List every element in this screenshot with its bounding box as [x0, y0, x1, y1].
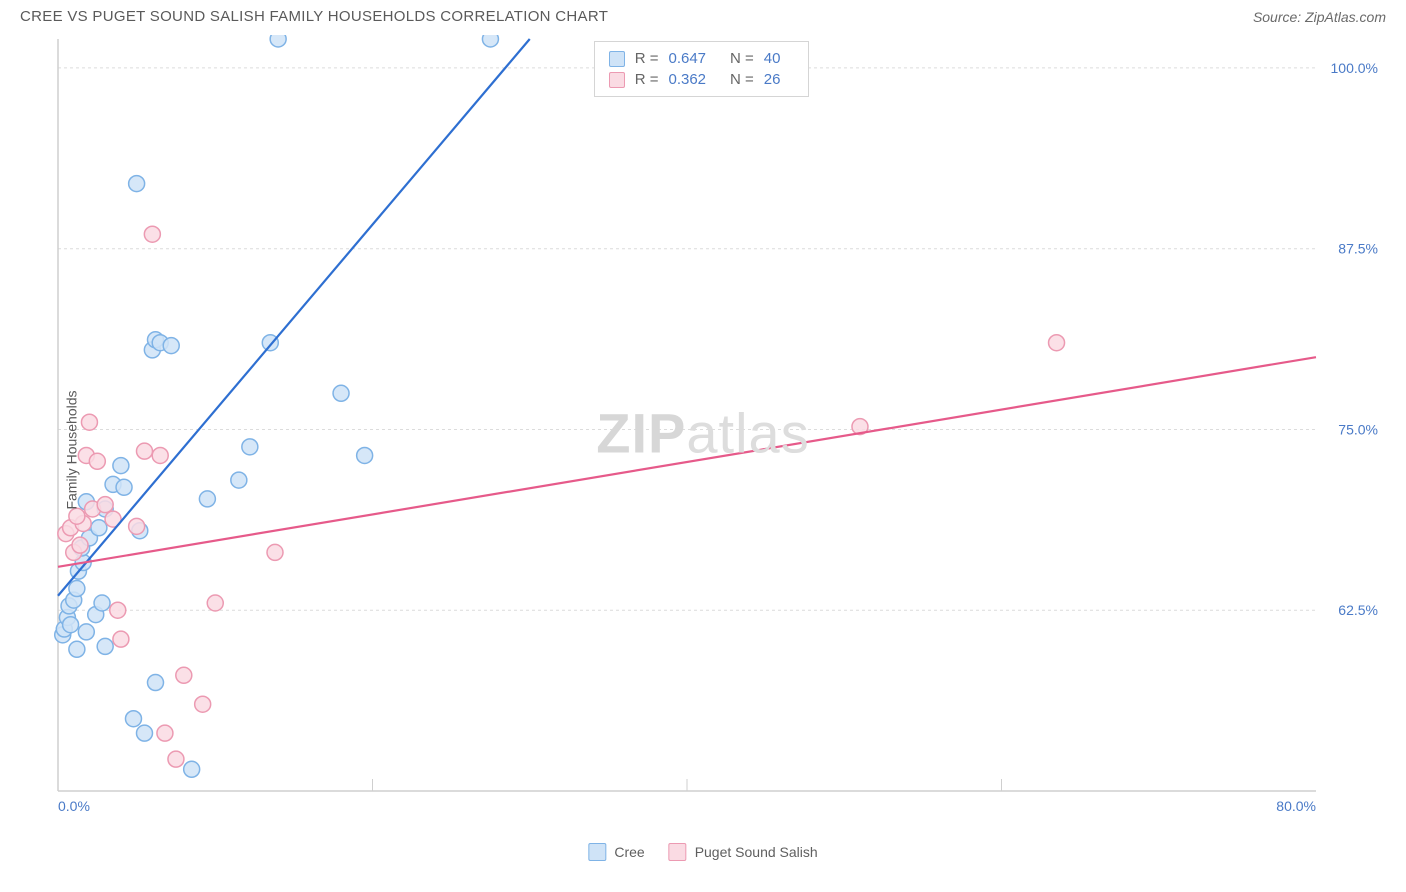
y-axis-label: Family Households	[64, 390, 80, 509]
svg-text:100.0%: 100.0%	[1331, 60, 1378, 76]
stats-row-cree: R = 0.647 N = 40	[609, 48, 795, 69]
svg-text:0.0%: 0.0%	[58, 798, 90, 814]
svg-text:87.5%: 87.5%	[1338, 241, 1378, 257]
swatch-cree-icon	[609, 51, 625, 67]
stats-cree-N: 40	[764, 50, 781, 67]
chart-area: Family Households ZIPatlas 62.5%75.0%87.…	[20, 35, 1386, 865]
scatter-chart: 62.5% 75.0% 87.5% 100.0% 0.0% 80.0%	[20, 35, 1386, 835]
legend-label-cree: Cree	[614, 844, 644, 860]
chart-title: CREE VS PUGET SOUND SALISH FAMILY HOUSEH…	[20, 8, 608, 25]
stats-row-salish: R = 0.362 N = 26	[609, 69, 795, 90]
svg-text:62.5%: 62.5%	[1338, 602, 1378, 618]
legend-swatch-cree-icon	[588, 843, 606, 861]
stats-salish-N: 26	[764, 71, 781, 88]
legend-label-salish: Puget Sound Salish	[695, 844, 818, 860]
stats-cree-R: 0.647	[668, 50, 706, 67]
stats-R-label2: R =	[635, 71, 659, 88]
svg-text:75.0%: 75.0%	[1338, 421, 1378, 437]
legend-item-cree: Cree	[588, 843, 644, 861]
chart-source: Source: ZipAtlas.com	[1253, 9, 1386, 25]
legend-item-salish: Puget Sound Salish	[669, 843, 818, 861]
legend: Cree Puget Sound Salish	[588, 843, 817, 861]
legend-swatch-salish-icon	[669, 843, 687, 861]
stats-box: R = 0.647 N = 40 R = 0.362 N = 26	[594, 41, 810, 97]
stats-salish-R: 0.362	[668, 71, 706, 88]
stats-N-label: N =	[730, 50, 754, 67]
chart-header: CREE VS PUGET SOUND SALISH FAMILY HOUSEH…	[0, 0, 1406, 29]
stats-R-label: R =	[635, 50, 659, 67]
svg-text:80.0%: 80.0%	[1276, 798, 1316, 814]
stats-N-label2: N =	[730, 71, 754, 88]
swatch-salish-icon	[609, 72, 625, 88]
